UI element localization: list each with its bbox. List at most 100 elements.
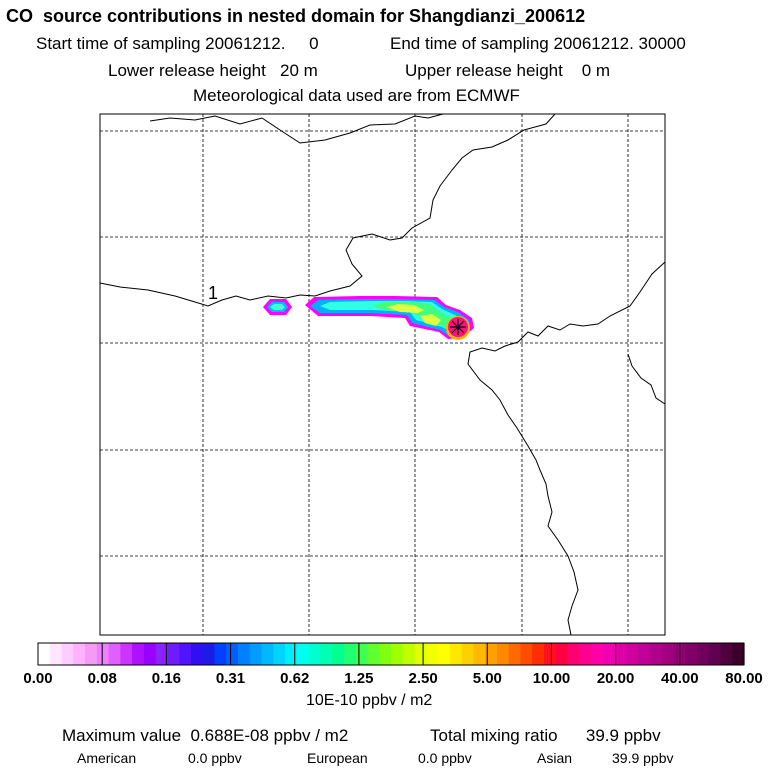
colorbar-cell	[426, 643, 439, 665]
colorbar-cell	[120, 643, 133, 665]
colorbar-cell	[296, 643, 310, 665]
start-time-label: Start time of sampling 20061212. 0	[36, 34, 319, 53]
upper-release-label: Upper release height 0 m	[405, 61, 611, 80]
max-value-label: Maximum value 0.688E-08 ppbv / m2	[62, 726, 349, 745]
colorbar-cell	[485, 643, 498, 665]
colorbar-dividers	[101, 643, 681, 665]
colorbar-cell	[49, 643, 63, 665]
colorbar-cell	[343, 643, 357, 665]
colorbar-cell	[708, 643, 722, 665]
colorbar-cell	[614, 643, 627, 665]
colorbar-tick-label: 40.00	[661, 670, 699, 687]
colorbar-cell	[579, 643, 592, 665]
colorbar-tick-label: 5.00	[472, 670, 502, 687]
colorbar-cell	[179, 643, 192, 665]
colorbar-cell	[273, 643, 286, 665]
colorbar-cell	[249, 643, 263, 665]
colorbar-tick-label: 10.00	[532, 670, 571, 687]
map-panel: 1	[99, 113, 666, 636]
colorbar-tick-label: 0.31	[215, 670, 246, 687]
european-label: European	[307, 750, 368, 766]
colorbar-cell	[355, 643, 369, 665]
colorbar-tick-label: 2.50	[408, 670, 438, 687]
colorbar-cell	[567, 643, 580, 665]
american-label: American	[77, 750, 137, 766]
boundary-lines	[99, 113, 666, 636]
plot-title: CO source contributions in nested domain…	[6, 6, 586, 26]
colorbar-cell	[226, 643, 239, 665]
colorbar-cell	[73, 643, 86, 665]
plume-core-west	[270, 304, 285, 310]
colorbar-tick-label: 0.16	[151, 670, 181, 687]
colorbar-cell	[202, 643, 216, 665]
colorbar-cell	[638, 643, 651, 665]
lat-lon-grid	[100, 114, 665, 635]
end-time-label: End time of sampling 20061212. 30000	[390, 34, 686, 53]
colorbar-cell	[320, 643, 333, 665]
colorbar-cell	[285, 643, 298, 665]
colorbar-cell	[591, 643, 604, 665]
colorbar-cell	[379, 643, 392, 665]
colorbar-cell	[308, 643, 321, 665]
colorbar-cell	[661, 643, 674, 665]
colorbar-cell	[85, 643, 98, 665]
colorbar-frame	[37, 642, 745, 666]
colorbar-tick-label: 0.00	[23, 670, 53, 687]
colorbar-cell	[438, 643, 451, 665]
colorbar-cell	[190, 643, 204, 665]
colorbar-cell	[449, 643, 463, 665]
colorbar-cell	[332, 643, 345, 665]
colorbar-cell	[38, 643, 51, 665]
colorbar-cell	[261, 643, 274, 665]
colorbar-tick-label: 0.08	[87, 670, 117, 687]
colorbar-cell	[602, 643, 616, 665]
map-frame	[99, 113, 666, 636]
coastline-east	[467, 261, 666, 636]
colorbar-tick-label: 0.62	[280, 670, 310, 687]
plume-yellow-east	[420, 314, 441, 326]
colorbar-tick-label: 1.25	[344, 670, 374, 687]
colorbar-units: 10E-10 ppbv / m2	[306, 692, 433, 709]
plume-contours	[263, 296, 474, 340]
colorbar-cell	[391, 643, 404, 665]
total-mixing-ratio-label: Total mixing ratio 39.9 ppbv	[430, 726, 661, 745]
coastline-shandong	[627, 353, 666, 405]
colorbar-cell	[108, 643, 121, 665]
colorbar-cells	[38, 643, 745, 665]
border-north	[149, 113, 444, 144]
asian-label: Asian	[537, 750, 573, 766]
colorbar-cell	[143, 643, 157, 665]
colorbar-cell	[555, 643, 569, 665]
colorbar-cell	[520, 643, 533, 665]
colorbar-cell	[96, 643, 110, 665]
contour-label: 1	[208, 283, 218, 303]
asian-value: 39.9 ppbv	[612, 750, 674, 766]
met-data-label: Meteorological data used are from ECMWF	[193, 86, 520, 105]
colorbar-cell	[214, 643, 227, 665]
european-value: 0.0 ppbv	[418, 750, 472, 766]
colorbar-cell	[167, 643, 180, 665]
receptor-marker-icon	[450, 319, 466, 335]
plume-yellow-main	[386, 304, 424, 313]
colorbar-cell	[155, 643, 169, 665]
colorbar-cell	[532, 643, 545, 665]
colorbar-cell	[696, 643, 710, 665]
colorbar-cell	[414, 643, 427, 665]
colorbar-cell	[685, 643, 698, 665]
colorbar-cell	[61, 643, 74, 665]
colorbar-cell	[508, 643, 522, 665]
american-value: 0.0 ppbv	[188, 750, 242, 766]
lower-release-label: Lower release height 20 m	[108, 61, 318, 80]
colorbar-cell	[473, 643, 486, 665]
colorbar-tick-label: 20.00	[596, 670, 635, 687]
colorbar-cell	[543, 643, 557, 665]
colorbar-cell	[461, 643, 474, 665]
colorbar-cell	[367, 643, 380, 665]
colorbar-cell	[496, 643, 510, 665]
colorbar-cell	[732, 643, 745, 665]
colorbar-cell	[402, 643, 416, 665]
colorbar-cell	[626, 643, 639, 665]
colorbar-cell	[649, 643, 663, 665]
colorbar-cell	[132, 643, 145, 665]
